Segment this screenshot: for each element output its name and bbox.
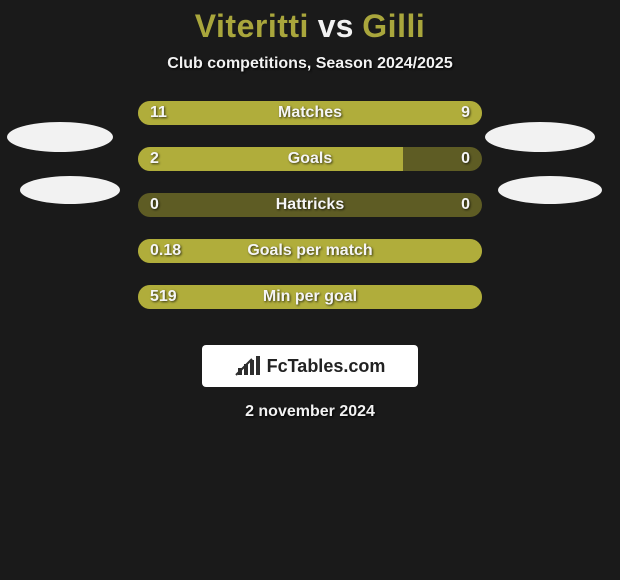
vs-separator: vs — [318, 8, 354, 44]
comparison-bars: Matches119Goals20Hattricks00Goals per ma… — [0, 101, 620, 331]
stat-value-right: 9 — [461, 101, 470, 125]
stat-row: Matches11 9 — [0, 101, 620, 147]
logo-chart-icon — [235, 356, 261, 376]
stat-row: Goals per match0.18 — [0, 239, 620, 285]
stat-label: Matches — [138, 101, 482, 125]
stat-value-right: 0 — [461, 193, 470, 217]
stat-row: Min per goal519 — [0, 285, 620, 331]
stat-row: Hattricks0 0 — [0, 193, 620, 239]
fctables-logo: FcTables.com — [202, 345, 418, 387]
snapshot-date: 2 november 2024 — [0, 403, 620, 421]
subtitle: Club competitions, Season 2024/2025 — [0, 55, 620, 73]
logo-text: FcTables.com — [267, 356, 386, 377]
stat-value-left: 11 — [150, 101, 167, 125]
stat-label: Goals per match — [138, 239, 482, 263]
stat-label: Min per goal — [138, 285, 482, 309]
comparison-title: Viteritti vs Gilli — [0, 0, 620, 45]
stat-value-right: 0 — [461, 147, 470, 171]
player1-name: Viteritti — [195, 8, 309, 44]
stat-label: Goals — [138, 147, 482, 171]
stat-value-left: 2 — [150, 147, 159, 171]
stat-value-left: 0.18 — [150, 239, 181, 263]
stat-value-left: 0 — [150, 193, 159, 217]
stat-row: Goals2 0 — [0, 147, 620, 193]
player2-name: Gilli — [362, 8, 425, 44]
stat-value-left: 519 — [150, 285, 177, 309]
stat-label: Hattricks — [138, 193, 482, 217]
